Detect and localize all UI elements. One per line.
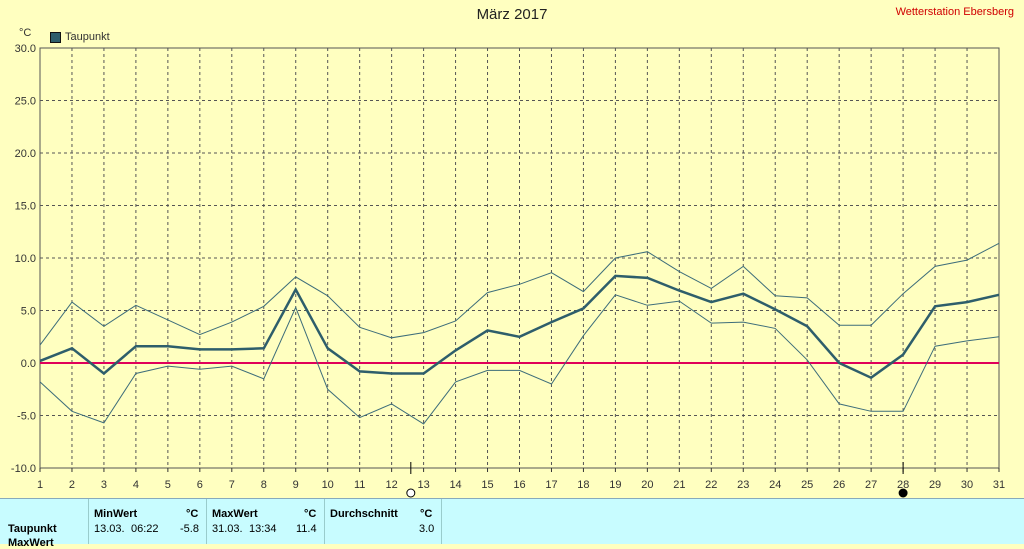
chart-title: März 2017 bbox=[476, 6, 548, 23]
chart-area: 30.025.020.015.010.05.00.0-5.0-10.01 2 3 4 5… bbox=[11, 43, 1005, 498]
min-date: 13.03. bbox=[94, 523, 125, 535]
x-tick-label: 7 bbox=[229, 479, 235, 491]
y-tick-label: 15.0 bbox=[15, 201, 36, 213]
grid-layer bbox=[39, 47, 1000, 469]
y-tick-label: 30.0 bbox=[15, 43, 36, 55]
full-moon-icon bbox=[898, 488, 908, 498]
x-tick-label: 12 bbox=[386, 479, 398, 491]
avg-value: 3.0 bbox=[419, 523, 435, 535]
marker-layer bbox=[406, 462, 908, 498]
legend-swatch bbox=[50, 31, 61, 43]
x-tick-label: 4 bbox=[133, 479, 139, 491]
series-layer bbox=[39, 242, 1000, 425]
x-tick-label: 9 bbox=[293, 479, 299, 491]
stats-row-label: Taupunkt bbox=[8, 523, 57, 535]
stats-divider bbox=[88, 499, 89, 544]
x-tick-label: 31 bbox=[993, 479, 1005, 491]
x-tick-label: 13 bbox=[417, 479, 429, 491]
stats-panel: MinWert °C MaxWert °C Durchschnitt °C Ta… bbox=[0, 498, 1024, 549]
x-tick-label: 29 bbox=[929, 479, 941, 491]
y-tick-label: -5.0 bbox=[17, 411, 36, 423]
legend: Taupunkt bbox=[50, 31, 110, 43]
y-tick-label: 10.0 bbox=[15, 253, 36, 265]
x-tick-label: 1 bbox=[37, 479, 43, 491]
x-tick-label: 15 bbox=[481, 479, 493, 491]
x-tick-label: 22 bbox=[705, 479, 717, 491]
x-tick-label: 21 bbox=[673, 479, 685, 491]
y-tick-label: 20.0 bbox=[15, 148, 36, 160]
x-tick-label: 18 bbox=[577, 479, 589, 491]
x-tick-label: 20 bbox=[641, 479, 653, 491]
x-tick-label: 11 bbox=[354, 479, 365, 491]
x-tick-label: 6 bbox=[197, 479, 203, 491]
x-tick-label: 23 bbox=[737, 479, 749, 491]
min-time: 06:22 bbox=[131, 523, 159, 535]
axis-layer: 30.025.020.015.010.05.00.0-5.0-10.01 2 3 4 5… bbox=[11, 43, 1005, 491]
x-tick-label: 30 bbox=[961, 479, 973, 491]
stats-divider bbox=[441, 499, 442, 544]
x-tick-label: 19 bbox=[609, 479, 621, 491]
stats-row-label-2: MaxWert bbox=[8, 537, 54, 549]
x-tick-label: 24 bbox=[769, 479, 781, 491]
station-name: Wetterstation Ebersberg bbox=[895, 6, 1014, 18]
x-tick-label: 26 bbox=[833, 479, 845, 491]
max-unit: °C bbox=[304, 508, 317, 520]
min-value: -5.8 bbox=[180, 523, 199, 535]
min-unit: °C bbox=[186, 508, 199, 520]
series-line-taupunkt bbox=[39, 274, 1000, 380]
y-tick-label: 5.0 bbox=[21, 306, 36, 318]
x-tick-label: 16 bbox=[513, 479, 525, 491]
x-tick-label: 14 bbox=[449, 479, 461, 491]
max-date: 31.03. bbox=[212, 523, 243, 535]
x-tick-label: 17 bbox=[545, 479, 557, 491]
min-header: MinWert bbox=[94, 508, 138, 520]
x-tick-label: 2 bbox=[69, 479, 75, 491]
x-tick-label: 8 bbox=[261, 479, 267, 491]
max-header: MaxWert bbox=[212, 508, 258, 520]
avg-header: Durchschnitt bbox=[330, 508, 398, 520]
y-axis-unit: °C bbox=[19, 27, 32, 39]
x-tick-label: 25 bbox=[801, 479, 813, 491]
y-tick-label: 25.0 bbox=[15, 96, 36, 108]
y-tick-label: 0.0 bbox=[21, 358, 36, 370]
x-tick-label: 3 bbox=[101, 479, 107, 491]
y-tick-label: -10.0 bbox=[11, 463, 36, 475]
x-tick-label: 10 bbox=[322, 479, 334, 491]
series-line-max bbox=[39, 242, 1000, 346]
max-time: 13:34 bbox=[249, 523, 277, 535]
stats-divider bbox=[206, 499, 207, 544]
series-line-min bbox=[39, 294, 1000, 425]
stats-divider bbox=[324, 499, 325, 544]
x-tick-label: 27 bbox=[865, 479, 877, 491]
legend-label: Taupunkt bbox=[65, 31, 110, 43]
avg-unit: °C bbox=[420, 508, 433, 520]
max-value: 11.4 bbox=[296, 523, 317, 535]
x-tick-label: 5 bbox=[165, 479, 171, 491]
new-moon-icon bbox=[406, 488, 416, 498]
x-tick-label: 28 bbox=[897, 479, 909, 491]
